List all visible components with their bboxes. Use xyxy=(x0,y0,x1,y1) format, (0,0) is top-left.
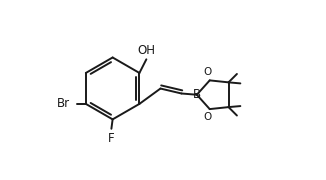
Text: O: O xyxy=(204,67,212,77)
Text: Br: Br xyxy=(57,97,70,110)
Text: F: F xyxy=(108,132,115,145)
Text: OH: OH xyxy=(137,44,156,57)
Text: O: O xyxy=(204,112,212,122)
Text: B: B xyxy=(193,88,201,101)
